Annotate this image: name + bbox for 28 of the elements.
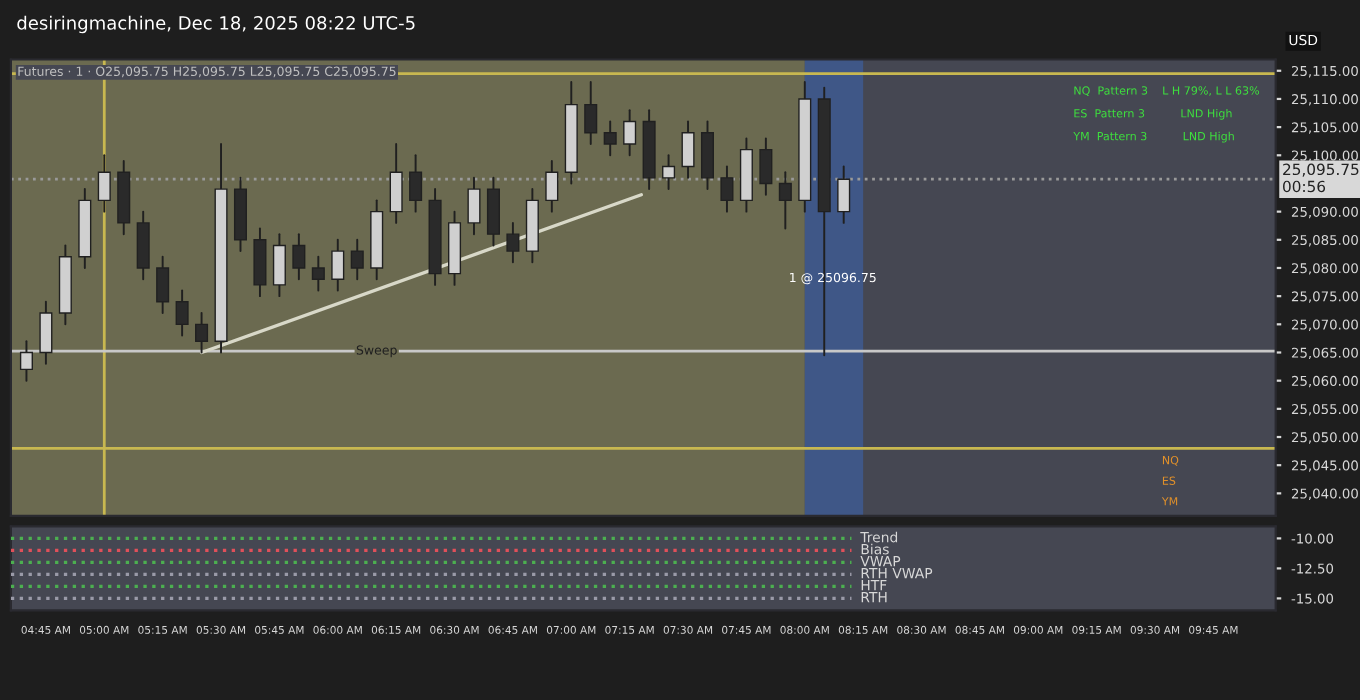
candlestick: [759, 137, 773, 196]
candlestick: [545, 159, 559, 213]
candlestick: [409, 154, 423, 213]
candlestick: [350, 238, 364, 281]
candlestick: [778, 171, 792, 230]
candlestick: [584, 81, 598, 145]
candlestick: [603, 120, 617, 157]
candlestick: [195, 312, 209, 354]
candlestick: [681, 120, 695, 179]
candlestick: [292, 233, 306, 281]
candlestick: [389, 143, 403, 224]
candlestick: [700, 120, 715, 191]
candlestick: [720, 165, 734, 213]
candlestick: [506, 221, 520, 264]
candlestick: [486, 176, 500, 247]
candlestick: [623, 109, 637, 157]
candlestick: [175, 289, 189, 337]
candlestick: [97, 154, 111, 213]
candlestick: [136, 210, 150, 281]
candlestick: [272, 233, 286, 298]
candlestick: [467, 176, 481, 236]
candlestick: [156, 255, 170, 315]
chart-title: desiringmachine, Dec 18, 2025 08:22 UTC-5: [17, 15, 415, 34]
candlestick: [662, 154, 676, 191]
candlestick: [331, 238, 345, 292]
candlestick: [253, 227, 267, 298]
candlestick: [837, 165, 851, 224]
candlestick: [311, 255, 325, 292]
